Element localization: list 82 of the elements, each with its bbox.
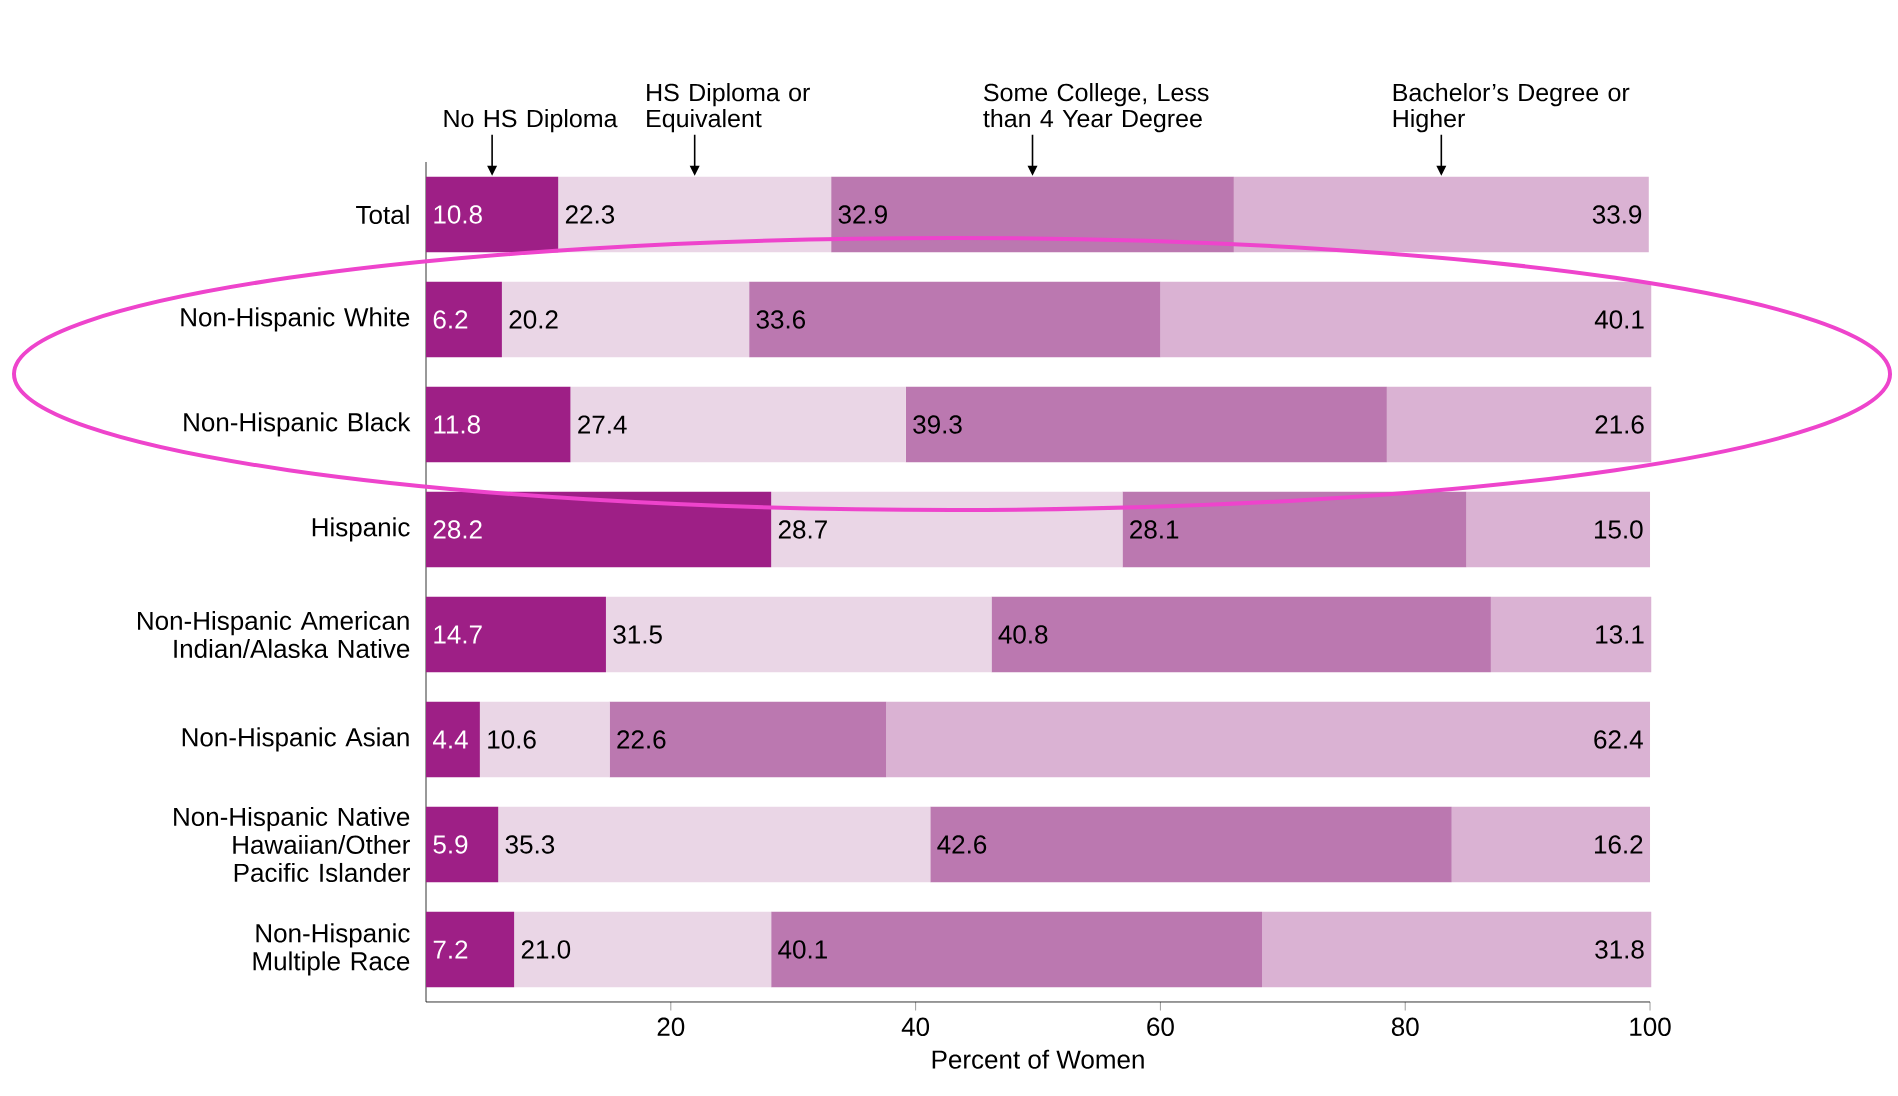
bar bbox=[1122, 491, 1467, 568]
series-label: Some College, Less than 4 Year Degree bbox=[983, 82, 1209, 133]
data-label: 11.8 bbox=[434, 415, 480, 434]
data-label: 15.0 bbox=[1594, 520, 1643, 539]
bar bbox=[771, 491, 1123, 568]
y-tick-label: Non-Hispanic White bbox=[181, 307, 410, 332]
bar bbox=[426, 596, 606, 673]
bar bbox=[558, 176, 832, 253]
bar bbox=[991, 596, 1491, 673]
y-tick-label: Non-Hispanic Black bbox=[184, 412, 411, 437]
data-label: 31.8 bbox=[1595, 940, 1644, 959]
data-label: 16.2 bbox=[1594, 835, 1643, 854]
bar bbox=[831, 176, 1234, 253]
y-tick-label: Non-Hispanic Multiple Race bbox=[253, 923, 410, 976]
bar bbox=[426, 806, 499, 883]
x-tick-label: 80 bbox=[1391, 1017, 1419, 1036]
data-label: 6.2 bbox=[433, 310, 468, 329]
bar bbox=[930, 806, 1452, 883]
bar bbox=[1386, 386, 1652, 463]
data-label: 5.9 bbox=[433, 835, 468, 854]
data-label: 22.6 bbox=[617, 730, 666, 749]
bar bbox=[501, 281, 750, 358]
bar bbox=[1160, 281, 1652, 358]
bar bbox=[905, 386, 1387, 463]
bar bbox=[426, 386, 571, 463]
bar bbox=[426, 281, 502, 358]
series-label: Bachelor’s Degree or Higher bbox=[1393, 82, 1630, 133]
bar bbox=[605, 596, 992, 673]
data-label: 62.4 bbox=[1594, 730, 1643, 749]
bar bbox=[1466, 491, 1651, 568]
bar bbox=[1233, 176, 1649, 253]
data-label: 27.4 bbox=[578, 415, 627, 434]
data-label: 33.6 bbox=[756, 310, 806, 329]
bar bbox=[1490, 596, 1652, 673]
bar bbox=[426, 911, 515, 988]
bar bbox=[771, 911, 1263, 988]
data-label: 22.3 bbox=[565, 205, 615, 224]
x-tick-label: 60 bbox=[1147, 1017, 1174, 1036]
bar bbox=[426, 701, 480, 778]
data-label: 10.6 bbox=[488, 730, 536, 749]
bar bbox=[886, 701, 1651, 778]
bar bbox=[609, 701, 887, 778]
data-label: 21.0 bbox=[521, 940, 571, 959]
x-axis-title: Percent of Women bbox=[932, 1049, 1144, 1069]
data-label: 42.6 bbox=[937, 835, 987, 854]
series-label: HS Diploma or Equivalent bbox=[647, 82, 810, 133]
bar bbox=[426, 491, 772, 568]
data-label: 28.2 bbox=[433, 520, 482, 539]
data-label: 13.1 bbox=[1596, 625, 1644, 644]
x-tick-label: 100 bbox=[1630, 1017, 1671, 1036]
bar bbox=[426, 176, 559, 253]
data-label: 40.1 bbox=[778, 940, 827, 959]
data-label: 28.1 bbox=[1130, 520, 1179, 539]
x-tick-label: 40 bbox=[901, 1017, 930, 1036]
data-label: 21.6 bbox=[1595, 415, 1644, 434]
y-tick-label: Non-Hispanic Asian bbox=[182, 727, 409, 752]
bar bbox=[749, 281, 1161, 358]
bar bbox=[570, 386, 906, 463]
data-label: 4.4 bbox=[433, 730, 468, 749]
data-label: 20.2 bbox=[509, 310, 558, 329]
data-label: 40.1 bbox=[1594, 310, 1644, 329]
data-label: 14.7 bbox=[434, 625, 482, 644]
y-tick-label: Non-Hispanic American Indian/Alaska Native bbox=[138, 610, 410, 659]
bar bbox=[514, 911, 772, 988]
series-label: No HS Diploma bbox=[444, 108, 618, 133]
data-label: 28.7 bbox=[778, 520, 827, 539]
data-label: 7.2 bbox=[433, 940, 468, 959]
data-label: 35.3 bbox=[505, 835, 555, 854]
bar bbox=[498, 806, 931, 883]
data-label: 31.5 bbox=[613, 625, 662, 644]
data-label: 40.8 bbox=[998, 625, 1048, 644]
data-label: 10.8 bbox=[434, 205, 482, 224]
y-tick-label: Total bbox=[356, 204, 409, 225]
data-label: 32.9 bbox=[838, 205, 887, 224]
bar bbox=[1262, 911, 1652, 988]
x-tick-label: 20 bbox=[657, 1017, 685, 1036]
y-tick-label: Hispanic bbox=[312, 517, 410, 542]
y-tick-label: Non-Hispanic Native Hawaiian/Other Pacific Islander bbox=[174, 806, 410, 883]
data-label: 33.9 bbox=[1592, 205, 1642, 224]
bar bbox=[479, 701, 610, 778]
data-label: 39.3 bbox=[913, 415, 962, 434]
bar bbox=[1451, 806, 1651, 883]
